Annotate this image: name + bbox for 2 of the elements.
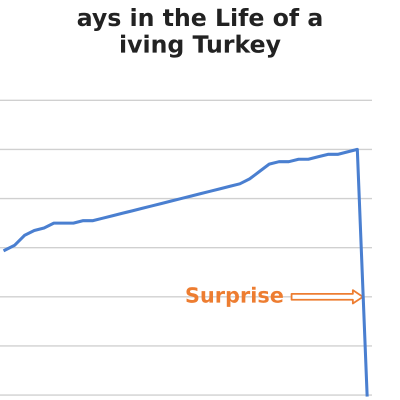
annotation: Surprise	[186, 286, 283, 307]
chart-title: ays in the Life of a iving Turkey	[78, 8, 322, 58]
